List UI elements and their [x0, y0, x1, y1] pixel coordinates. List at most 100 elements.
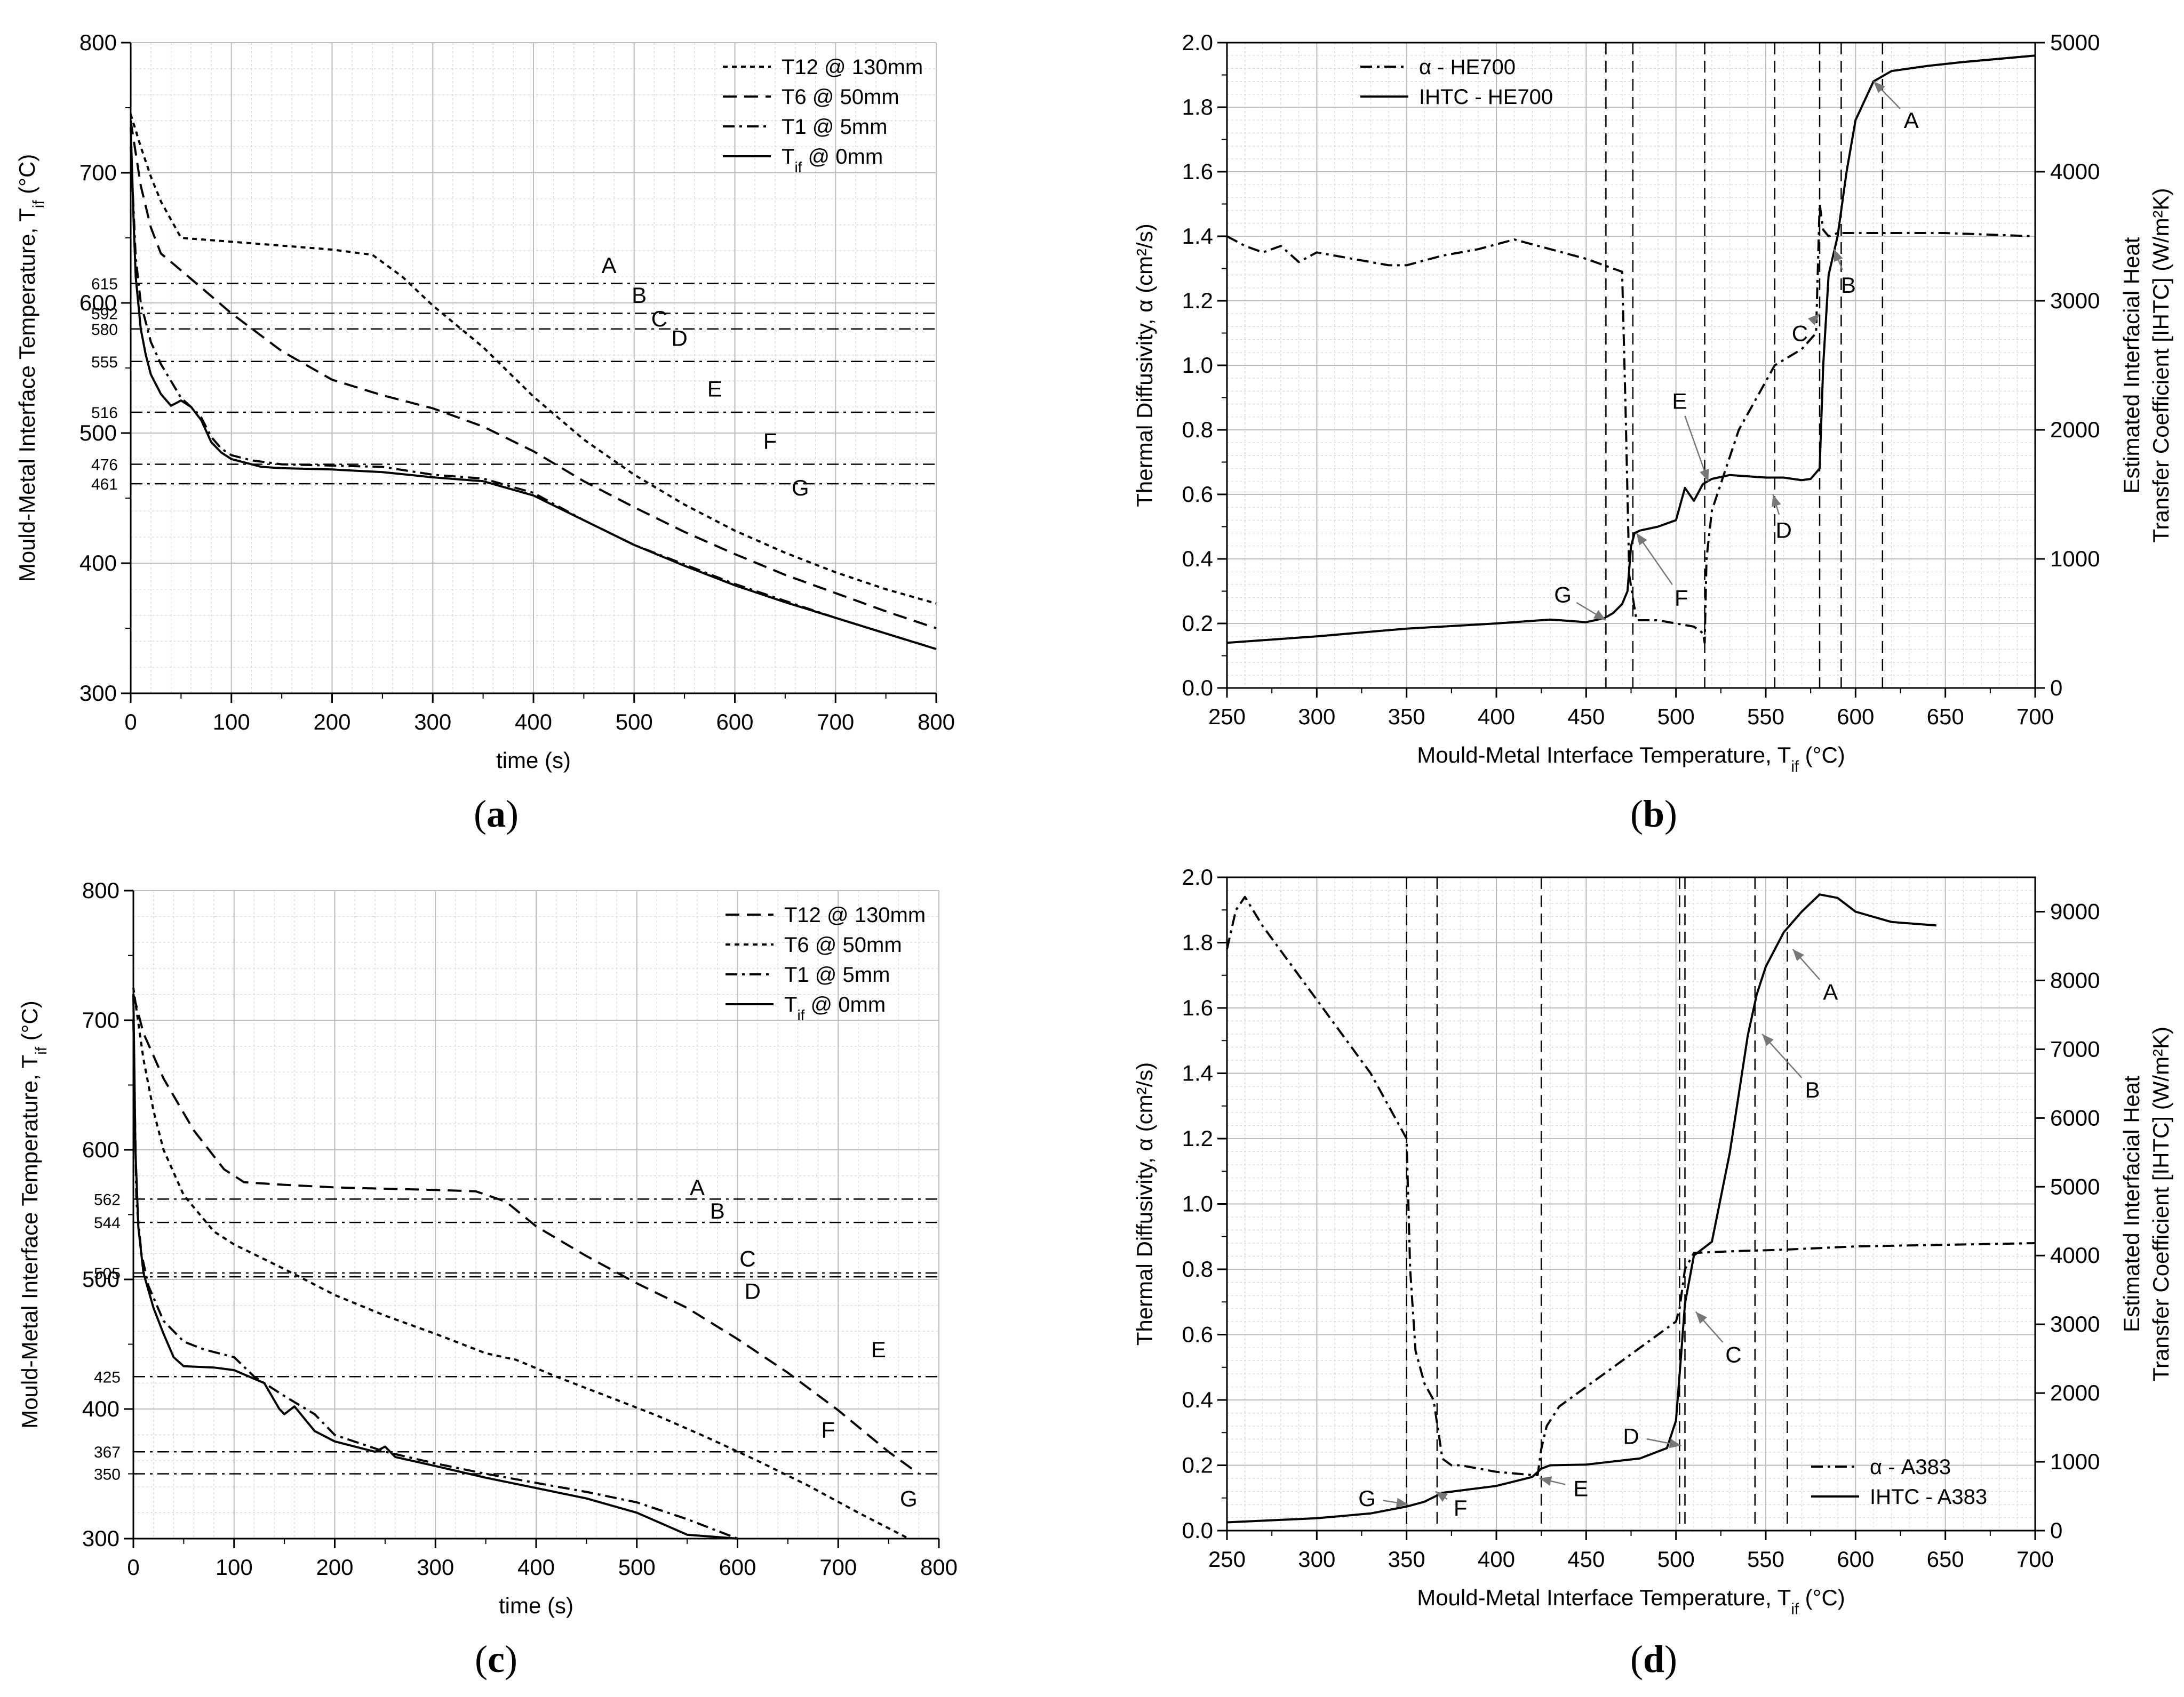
annotation-E: E	[1573, 1476, 1588, 1501]
y2-axis-label: Transfer Coefficient [IHTC] (W/m²K)	[2148, 188, 2173, 542]
x-tick-label: 0	[124, 709, 137, 734]
x-tick-label: 600	[1837, 704, 1874, 729]
y-tick-label: 600	[82, 1137, 119, 1162]
ref-value-label: 461	[91, 476, 118, 493]
legend-label: IHTC - A383	[1870, 1485, 1987, 1509]
ref-letter-D: D	[672, 326, 688, 351]
y2-tick-label: 4000	[2050, 159, 2100, 184]
y-tick-label: 300	[82, 1526, 119, 1551]
y2-tick-label: 8000	[2050, 967, 2100, 992]
series-line	[132, 994, 738, 1540]
y-tick-label: 1.2	[1182, 288, 1213, 313]
x-tick-label: 100	[213, 709, 250, 734]
annotation-arrowhead	[1792, 949, 1804, 962]
legend: α - HE700 IHTC - HE700	[1360, 55, 1553, 109]
x-tick-label: 550	[1747, 1547, 1784, 1572]
annotation-arrowhead	[1593, 610, 1606, 620]
ref-letter-E: E	[871, 1337, 886, 1362]
series-line	[132, 988, 910, 1540]
ref-value-label: 562	[94, 1191, 121, 1208]
series-line	[1226, 203, 2036, 644]
x-tick-label: 600	[716, 709, 753, 734]
ref-value-label: 544	[94, 1214, 121, 1232]
chart-a: 0 100 200 300 400 500 600 700 800 300 400 500 600 700…	[14, 30, 955, 773]
x-tick-label: 300	[417, 1555, 454, 1580]
y-tick-label: 0.0	[1182, 1518, 1213, 1543]
y2-tick-label: 5000	[2050, 30, 2100, 55]
ref-letter-D: D	[745, 1278, 761, 1303]
x-tick-label: 450	[1567, 1547, 1605, 1572]
annotation-G: G	[1554, 582, 1572, 607]
annotation-C: C	[1725, 1342, 1741, 1367]
y-tick-label: 0.2	[1182, 1453, 1213, 1478]
y-axis-label: Thermal Diffusivity, α (cm²/s)	[1132, 1062, 1157, 1346]
y-tick-label: 0.6	[1182, 482, 1213, 507]
y-tick-label: 0.8	[1182, 1256, 1213, 1282]
x-axis-label: time (s)	[499, 1593, 573, 1618]
x-tick-label: 550	[1747, 704, 1784, 729]
y2-tick-label: 3000	[2050, 288, 2100, 313]
ref-letter-G: G	[792, 475, 809, 500]
legend-label: T1 @ 5mm	[784, 963, 890, 987]
annotation-arrowhead	[1700, 469, 1709, 482]
x-tick-label: 300	[414, 709, 451, 734]
annotation-F: F	[1454, 1495, 1468, 1520]
caption-b: (b)	[1630, 793, 1678, 835]
annotation-C: C	[1792, 321, 1808, 346]
x-tick-label: 650	[1927, 704, 1964, 729]
series-line	[130, 121, 937, 629]
x-tick-label: 250	[1208, 704, 1246, 729]
y-tick-label: 500	[79, 420, 117, 445]
y-tick-label: 0.0	[1182, 675, 1213, 700]
ref-letter-C: C	[651, 306, 667, 331]
annotation-F: F	[1675, 586, 1688, 611]
legend-label: Tif @ 0mm	[782, 145, 883, 175]
annotation-A: A	[1823, 979, 1838, 1004]
x-tick-label: 500	[1657, 1547, 1695, 1572]
y2-tick-label: 0	[2050, 1518, 2062, 1543]
annotation-D: D	[1775, 518, 1791, 543]
legend-label: IHTC - HE700	[1419, 85, 1553, 109]
legend: T12 @ 130mm T6 @ 50mm T1 @ 5mm Tif @ 0mm	[726, 903, 926, 1023]
series-line	[132, 1020, 738, 1540]
x-tick-label: 800	[918, 709, 955, 734]
x-tick-label: 250	[1208, 1547, 1246, 1572]
ref-letter-A: A	[602, 253, 617, 278]
y2-tick-label: 1000	[2050, 546, 2100, 571]
x-axis-label: Mould-Metal Interface Temperature, Tif (…	[1417, 742, 1845, 775]
x-tick-label: 200	[316, 1555, 353, 1580]
ref-letter-C: C	[739, 1246, 755, 1271]
y2-axis-label: Estimated Interfacial Heat	[2119, 237, 2144, 493]
y-tick-label: 2.0	[1182, 864, 1213, 890]
y-axis-label: Mould-Metal Interface Temperature, Tif (…	[14, 154, 47, 582]
y-tick-label: 0.2	[1182, 611, 1213, 636]
y-tick-label: 0.6	[1182, 1322, 1213, 1347]
ref-value-label: 516	[91, 404, 118, 422]
ref-value-label: 505	[94, 1265, 121, 1283]
y-tick-label: 1.2	[1182, 1126, 1213, 1151]
legend-label: Tif @ 0mm	[784, 993, 886, 1023]
y-tick-label: 400	[79, 550, 117, 575]
annotation-G: G	[1358, 1486, 1376, 1511]
legend-label: α - HE700	[1419, 55, 1516, 79]
ref-value-label: 425	[94, 1368, 121, 1386]
chart-c: 0 100 200 300 400 500 600 700 800 300 400 500 600 700…	[17, 878, 958, 1618]
legend: T12 @ 130mm T6 @ 50mm T1 @ 5mm Tif @ 0mm	[723, 55, 923, 175]
x-tick-label: 400	[1478, 704, 1515, 729]
annotation-arrowhead	[1435, 1491, 1448, 1502]
ref-letter-F: F	[822, 1417, 835, 1442]
annotation-arrowhead	[1636, 533, 1647, 546]
annotation-arrowhead	[1539, 1476, 1552, 1486]
annotation-A: A	[1904, 108, 1919, 133]
ref-letter-A: A	[690, 1175, 705, 1200]
y-tick-label: 1.8	[1182, 94, 1213, 119]
ref-value-label: 592	[91, 306, 118, 323]
annotation-arrowhead	[1834, 249, 1843, 262]
y-tick-label: 0.4	[1182, 546, 1213, 571]
y2-tick-label: 3000	[2050, 1311, 2100, 1336]
ref-letter-E: E	[707, 377, 722, 402]
y2-tick-label: 1000	[2050, 1449, 2100, 1474]
y-tick-label: 800	[79, 30, 117, 55]
series-line	[130, 114, 937, 605]
y2-tick-label: 6000	[2050, 1105, 2100, 1130]
